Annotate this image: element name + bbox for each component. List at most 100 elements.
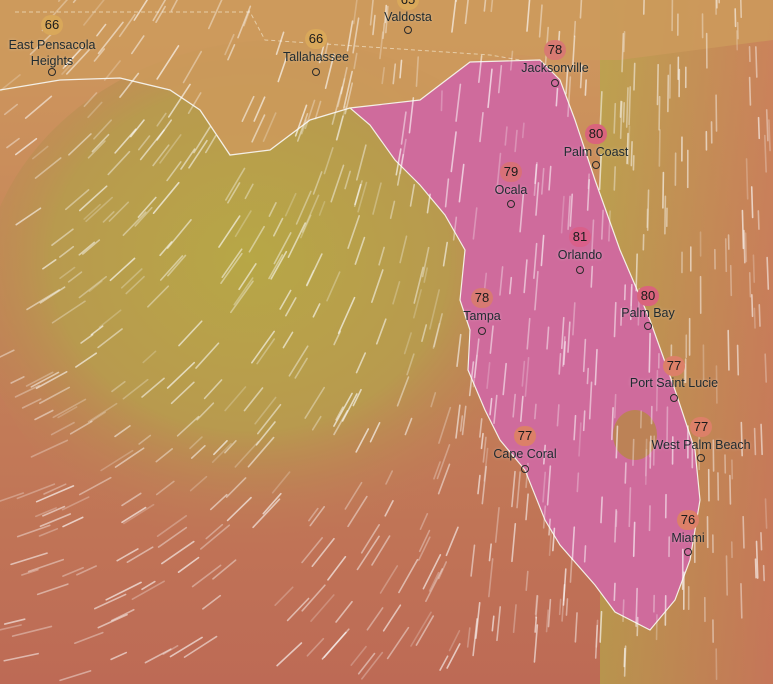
city-location-dot[interactable] — [48, 68, 56, 76]
wind-streak — [619, 100, 622, 118]
wind-streak — [3, 103, 19, 116]
wind-streak — [573, 20, 577, 37]
city-location-dot[interactable] — [551, 79, 559, 87]
wind-streak — [347, 215, 360, 249]
wind-streak — [379, 565, 399, 594]
wind-streak — [437, 463, 451, 495]
wind-streak — [15, 207, 42, 226]
wind-streak — [628, 86, 632, 126]
city-location-dot[interactable] — [697, 454, 705, 462]
wind-streak — [162, 645, 179, 656]
wind-streak — [642, 0, 645, 15]
wind-streak — [421, 324, 428, 343]
wind-streak — [459, 415, 464, 432]
temperature-badge: 80 — [637, 286, 659, 306]
city-location-dot[interactable] — [644, 322, 652, 330]
wind-streak — [312, 303, 321, 318]
city-location-dot[interactable] — [521, 465, 529, 473]
wind-streak — [202, 594, 222, 610]
wind-streak — [88, 280, 103, 293]
wind-streak — [755, 540, 759, 579]
city-location-dot[interactable] — [576, 266, 584, 274]
temperature-badge: 78 — [544, 40, 566, 60]
wind-streak — [598, 153, 602, 191]
wind-streak — [613, 582, 616, 602]
wind-streak — [740, 582, 743, 619]
wind-streak — [3, 618, 26, 625]
wind-streak — [750, 186, 754, 219]
wind-streak — [226, 496, 252, 522]
city-location-dot[interactable] — [478, 327, 486, 335]
wind-streak — [205, 523, 224, 540]
wind-streak — [652, 435, 656, 466]
wind-streak — [382, 22, 386, 40]
wind-streak — [584, 79, 587, 96]
wind-streak — [296, 113, 309, 142]
wind-streak — [396, 153, 405, 186]
wind-streak — [619, 100, 623, 139]
land-north — [0, 0, 773, 155]
wind-streak — [483, 0, 487, 12]
wind-streak — [61, 496, 90, 511]
wind-streak — [765, 109, 769, 142]
wind-streak — [567, 195, 571, 230]
temperature-badge: 66 — [305, 29, 327, 49]
wind-streak — [421, 246, 430, 278]
wind-streak — [565, 598, 569, 616]
wind-streak — [534, 403, 537, 420]
wind-streak — [519, 193, 525, 233]
panhandle-coastline — [0, 77, 351, 156]
wind-streak — [526, 0, 531, 32]
wind-streak — [125, 275, 145, 295]
wind-streak — [97, 21, 124, 55]
wind-streak — [90, 325, 104, 336]
wind-streak — [479, 112, 484, 143]
wind-streak — [93, 593, 127, 610]
city-location-dot[interactable] — [507, 200, 515, 208]
wind-streak — [456, 333, 462, 368]
wind-streak — [312, 171, 323, 195]
wind-streak — [442, 241, 448, 267]
wind-streak — [78, 275, 107, 299]
wind-streak — [472, 354, 478, 388]
wind-streak — [632, 521, 636, 557]
wind-streak — [116, 548, 139, 562]
wind-streak — [425, 568, 444, 603]
wind-streak — [600, 209, 604, 240]
wind-streak — [35, 371, 68, 390]
city-location-dot[interactable] — [312, 68, 320, 76]
wind-streak — [658, 129, 661, 167]
wind-streak — [61, 61, 74, 75]
wind-streak — [66, 49, 90, 75]
wind-streak — [613, 166, 616, 191]
wind-streak — [30, 371, 60, 388]
wind-streak — [42, 259, 57, 270]
wind-streak — [83, 92, 98, 108]
wind-streak — [347, 495, 368, 528]
wind-streak — [630, 286, 633, 307]
wind-streak — [372, 182, 382, 215]
wind-streak — [111, 380, 126, 393]
wind-streak — [102, 211, 115, 223]
wind-streak — [189, 436, 203, 450]
wind-streak — [658, 95, 661, 131]
city-location-dot[interactable] — [684, 548, 692, 556]
wind-streak — [448, 630, 461, 652]
wind-streak — [27, 558, 65, 573]
wind-streak — [521, 360, 526, 387]
wind-streak — [519, 395, 524, 422]
wind-streak — [535, 595, 539, 619]
city-location-dot[interactable] — [404, 26, 412, 34]
wind-streak — [543, 444, 546, 465]
wind-streak — [156, 112, 167, 127]
wind-streak — [534, 594, 538, 615]
city-location-dot[interactable] — [670, 394, 678, 402]
city-location-dot[interactable] — [592, 161, 600, 169]
wind-streak — [494, 507, 500, 543]
wind-streak — [579, 0, 583, 19]
wind-streak — [10, 552, 48, 566]
wind-streak — [220, 252, 243, 284]
wind-streak — [16, 524, 51, 538]
wind-streak — [764, 353, 768, 383]
